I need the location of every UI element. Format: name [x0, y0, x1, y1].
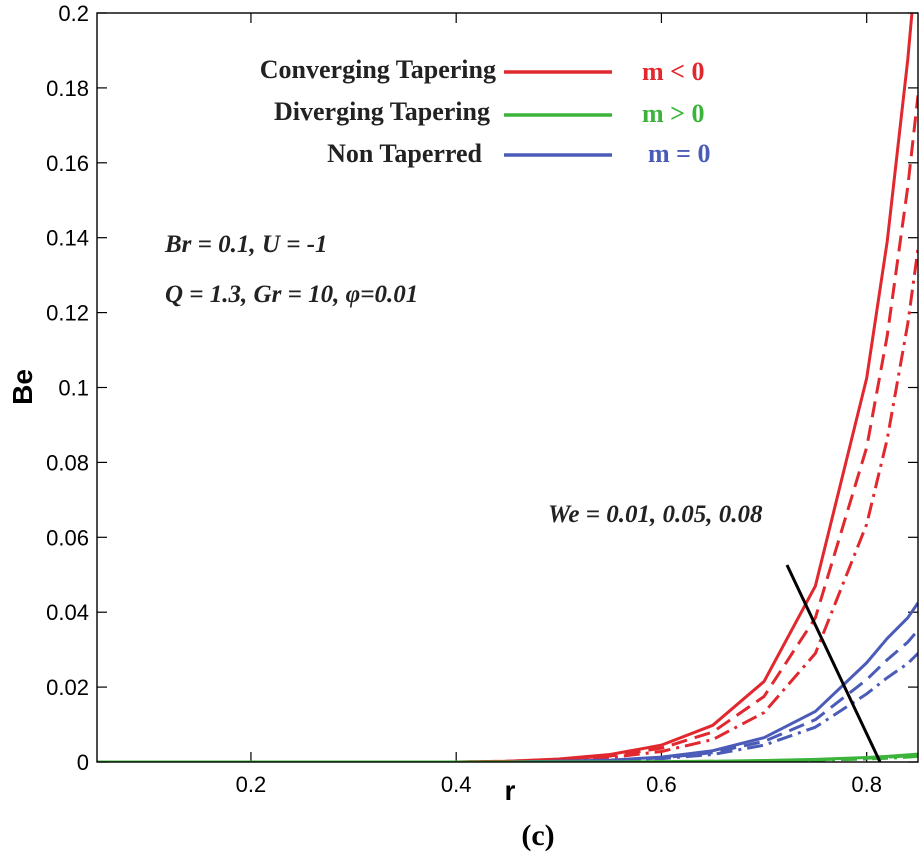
x-tick-label: 0.8: [851, 772, 882, 797]
x-tick-label: 0.4: [441, 772, 472, 797]
series-line-2: [97, 248, 918, 762]
y-tick-label: 0.1: [58, 376, 89, 401]
plot-frame: [96, 12, 919, 763]
y-tick-label: 0.12: [46, 301, 89, 326]
y-tick-label: 0.2: [58, 1, 89, 26]
params-line-2: Q = 1.3, Gr = 10, φ=0.01: [165, 281, 418, 308]
y-tick-label: 0: [77, 750, 89, 775]
y-tick-label: 0.08: [46, 450, 89, 475]
we-arrow: [785, 564, 882, 762]
legend-cond-converging: m < 0: [642, 57, 704, 86]
legend: Converging Tapering m < 0 Diverging Tape…: [260, 55, 711, 168]
we-arrow-label: We = 0.01, 0.05, 0.08: [548, 501, 763, 528]
series-lines: [97, 13, 918, 762]
y-axis-title: Be: [7, 369, 38, 405]
legend-label-converging: Converging Tapering: [260, 55, 496, 84]
y-tick-label: 0.02: [46, 675, 89, 700]
panel-label: (c): [521, 819, 554, 852]
legend-label-non-tapered: Non Taperred: [327, 139, 482, 168]
series-line-5: [97, 652, 918, 762]
y-tick-label: 0.06: [46, 525, 89, 550]
x-tick-label: 0.2: [236, 772, 267, 797]
legend-cond-diverging: m > 0: [642, 99, 704, 128]
y-tick-label: 0.16: [46, 151, 89, 176]
legend-label-diverging: Diverging Tapering: [274, 97, 490, 126]
y-tick-label: 0.14: [46, 226, 89, 251]
y-tick-label: 0.18: [46, 76, 89, 101]
series-line-7: [97, 753, 918, 762]
series-line-1: [97, 95, 918, 762]
axis-ticks: 0 0.02 0.04 0.06 0.08 0.1 0.12 0.14 0.16 0.18 0.2 0…: [46, 1, 918, 797]
plot-background: [97, 13, 918, 762]
x-tick-label: 0.6: [646, 772, 677, 797]
params-line-1: Br = 0.1, U = -1: [164, 231, 328, 258]
y-tick-label: 0.04: [46, 600, 89, 625]
x-axis-title: r: [505, 775, 516, 806]
legend-cond-non-tapered: m = 0: [648, 139, 710, 168]
